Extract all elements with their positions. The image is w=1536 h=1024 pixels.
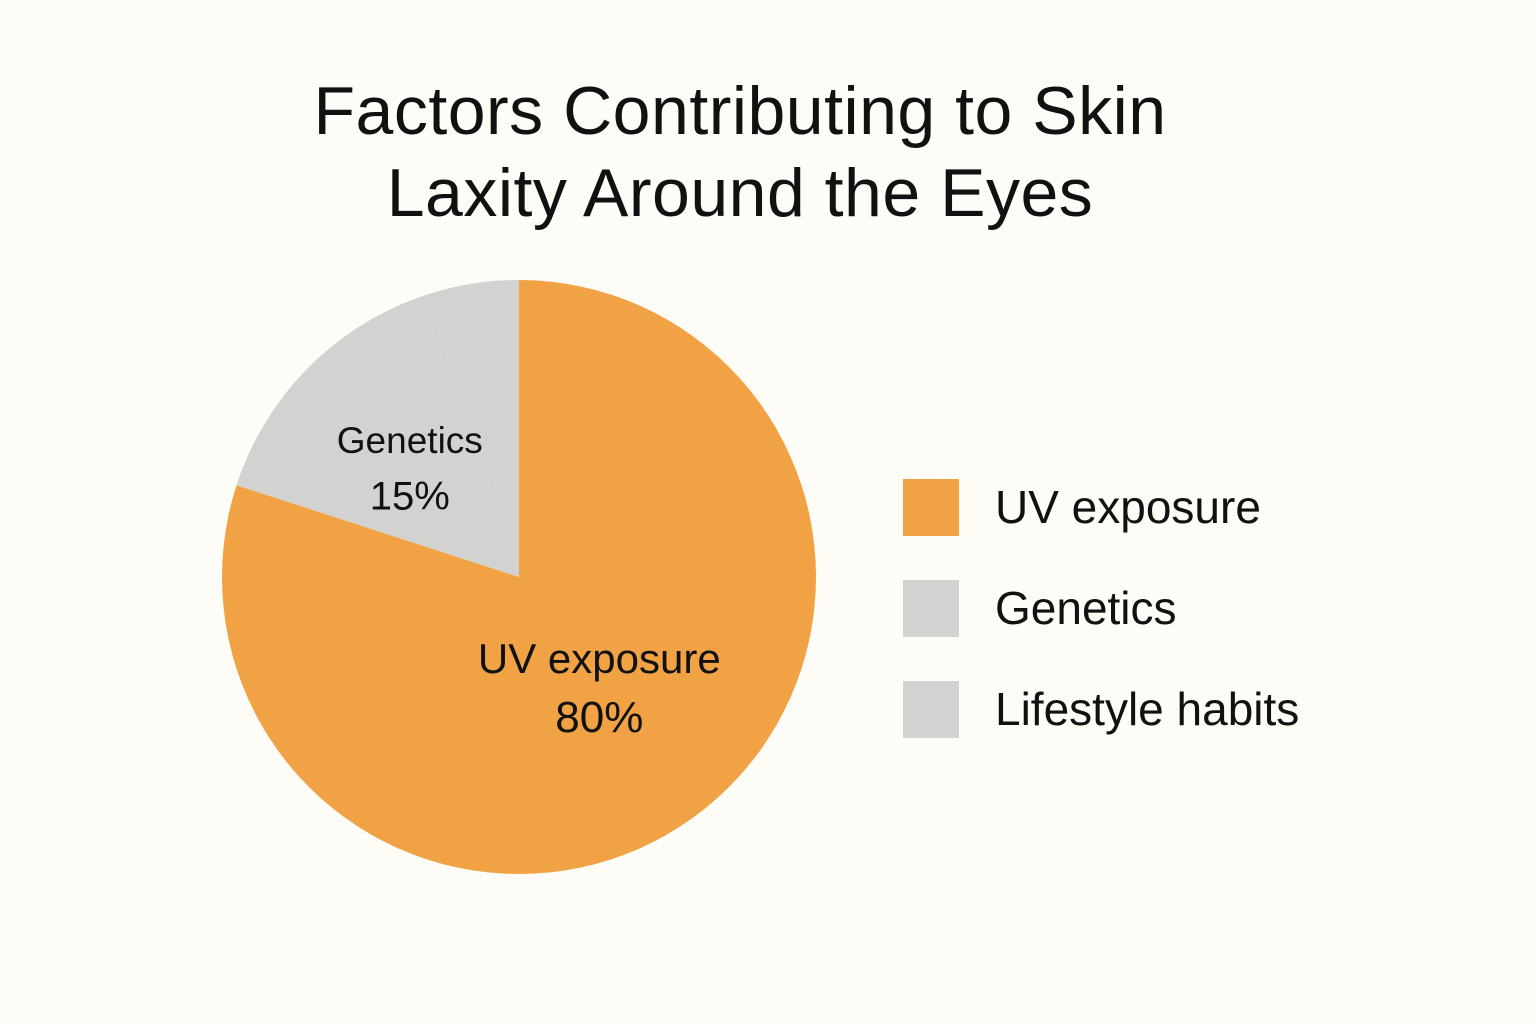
pie-slice-lifestyle-habits <box>427 280 519 577</box>
pie-labels: UV exposure 80% Genetics 15% <box>337 420 721 742</box>
pie-label-value-uv-exposure: 80% <box>555 693 643 742</box>
legend-label-lifestyle-habits: Lifestyle habits <box>995 683 1300 735</box>
pie-slices <box>221 280 817 874</box>
chart-title-line-1: Factors Contributing to Skin <box>313 73 1167 149</box>
pie-label-name-genetics: Genetics <box>337 420 483 461</box>
legend-swatch-lifestyle-habits <box>903 680 959 738</box>
chart-title-line-2: Laxity Around the Eyes <box>386 155 1094 231</box>
pie-label-name-uv-exposure: UV exposure <box>478 635 721 682</box>
legend-swatch-uv-exposure <box>903 478 959 536</box>
legend-item-lifestyle-habits: Lifestyle habits <box>903 680 1299 738</box>
legend-item-genetics: Genetics <box>903 579 1299 637</box>
pie-slice-genetics <box>236 294 520 577</box>
chart-legend: UV exposure Genetics Lifestyle habits <box>903 478 1299 781</box>
legend-item-uv-exposure: UV exposure <box>903 478 1299 536</box>
legend-label-uv-exposure: UV exposure <box>995 481 1261 533</box>
legend-label-genetics: Genetics <box>995 582 1177 634</box>
legend-swatch-genetics <box>903 579 959 637</box>
pie-label-value-genetics: 15% <box>370 474 450 518</box>
chart-title: Factors Contributing to Skin Laxity Arou… <box>0 70 1480 234</box>
